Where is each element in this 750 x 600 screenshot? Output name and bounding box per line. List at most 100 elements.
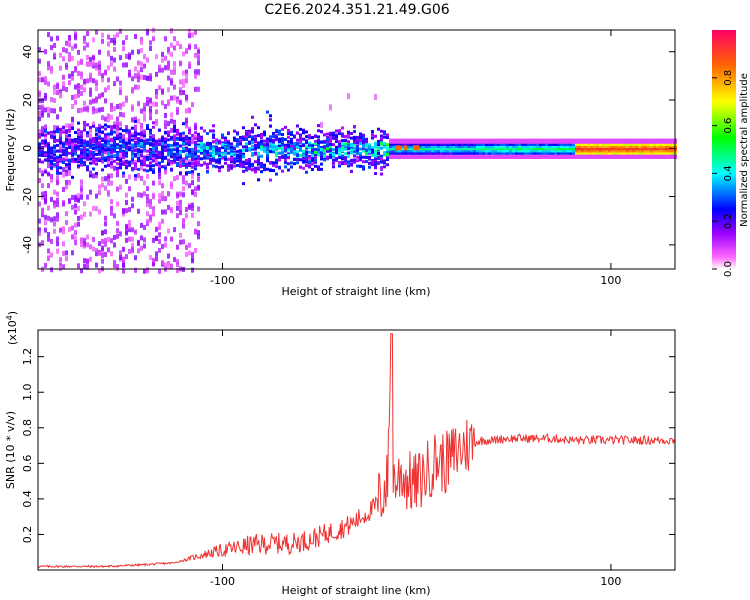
heatmap-cell — [251, 153, 254, 157]
heatmap-cell — [74, 235, 77, 241]
heatmap-cell — [620, 147, 623, 151]
heatmap-cell — [413, 145, 416, 151]
heatmap-cell — [155, 71, 158, 77]
heatmap-cell — [380, 172, 383, 176]
heatmap-cell — [164, 130, 167, 134]
heatmap-cell — [107, 150, 110, 154]
heatmap-cell — [176, 163, 179, 167]
heatmap-cell — [137, 70, 140, 76]
heatmap-cell — [473, 155, 476, 159]
heatmap-cell — [377, 146, 380, 150]
heatmap-cell — [149, 214, 152, 220]
heatmap-cell — [542, 151, 545, 155]
heatmap-cell — [518, 142, 521, 146]
heatmap-cell — [254, 123, 257, 127]
heatmap-cell — [281, 139, 284, 143]
heatmap-cell — [197, 206, 200, 212]
heatmap-cell — [557, 151, 560, 155]
heatmap-cell — [539, 140, 542, 144]
heatmap-cell — [230, 166, 233, 170]
heatmap-cell — [275, 172, 278, 176]
heatmap-cell — [428, 155, 431, 159]
heatmap-cell — [50, 267, 53, 273]
heatmap-cell — [200, 151, 203, 155]
heatmap-cell — [647, 145, 650, 149]
heatmap-cell — [44, 262, 47, 268]
heatmap-cell — [605, 138, 608, 142]
heatmap-cell — [116, 104, 119, 110]
heatmap-cell — [266, 143, 269, 147]
heatmap-cell — [287, 135, 290, 139]
heatmap-cell — [146, 141, 149, 145]
heatmap-cell — [137, 208, 140, 214]
heatmap-cell — [185, 180, 188, 186]
heatmap-cell — [557, 147, 560, 151]
heatmap-cell — [107, 85, 110, 91]
heatmap-cell — [350, 136, 353, 140]
heatmap-cell — [104, 70, 107, 76]
heatmap-cell — [68, 129, 71, 133]
heatmap-cell — [632, 149, 635, 153]
heatmap-cell — [521, 140, 524, 144]
heatmap-cell — [512, 151, 515, 155]
heatmap-cell — [44, 79, 47, 85]
heatmap-cell — [83, 139, 86, 143]
heatmap-cell — [635, 149, 638, 153]
heatmap-cell — [47, 61, 50, 67]
heatmap-cell — [638, 149, 641, 153]
heatmap-cell — [317, 148, 320, 152]
heatmap-cell — [407, 151, 410, 155]
heatmap-cell — [176, 137, 179, 141]
heatmap-cell — [167, 150, 170, 154]
heatmap-cell — [80, 107, 83, 113]
heatmap-cell — [233, 136, 236, 140]
heatmap-cell — [551, 147, 554, 151]
heatmap-cell — [146, 198, 149, 204]
heatmap-cell — [254, 166, 257, 170]
heatmap-cell — [560, 145, 563, 149]
heatmap-cell — [380, 160, 383, 164]
heatmap-cell — [539, 142, 542, 146]
heatmap-cell — [86, 132, 89, 138]
heatmap-cell — [74, 33, 77, 39]
heatmap-cell — [68, 36, 71, 42]
heatmap-cell — [41, 130, 44, 134]
heatmap-cell — [38, 92, 41, 98]
heatmap-cell — [581, 151, 584, 155]
heatmap-cell — [641, 153, 644, 157]
heatmap-cell — [545, 142, 548, 146]
heatmap-cell — [152, 144, 155, 148]
heatmap-cell — [158, 225, 161, 231]
heatmap-cell — [533, 138, 536, 142]
heatmap-cell — [353, 143, 356, 147]
heatmap-cell — [137, 239, 140, 245]
heatmap-cell — [659, 155, 662, 159]
heatmap-cell — [182, 141, 185, 145]
heatmap-cell — [302, 152, 305, 156]
heatmap-cell — [533, 147, 536, 151]
heatmap-cell — [191, 136, 194, 142]
heatmap-cell — [404, 145, 407, 151]
heatmap-cell — [128, 146, 131, 150]
heatmap-cell — [401, 149, 404, 153]
heatmap-cell — [143, 225, 146, 231]
heatmap-cell — [656, 142, 659, 146]
heatmap-cell — [197, 157, 200, 163]
heatmap-cell — [56, 35, 59, 41]
heatmap-cell — [332, 143, 335, 147]
heatmap-cell — [524, 142, 527, 146]
heatmap-cell — [44, 144, 47, 148]
heatmap-cell — [89, 189, 92, 195]
heatmap-cell — [53, 98, 56, 104]
heatmap-cell — [305, 164, 308, 168]
heatmap-cell — [512, 147, 515, 151]
heatmap-cell — [176, 142, 179, 146]
heatmap-cell — [158, 174, 161, 180]
heatmap-cell — [632, 147, 635, 151]
heatmap-cell — [524, 147, 527, 151]
heatmap-cell — [53, 84, 56, 90]
heatmap-cell — [353, 135, 356, 139]
heatmap-cell — [359, 152, 362, 156]
heatmap-cell — [335, 138, 338, 142]
heatmap-cell — [287, 146, 290, 150]
